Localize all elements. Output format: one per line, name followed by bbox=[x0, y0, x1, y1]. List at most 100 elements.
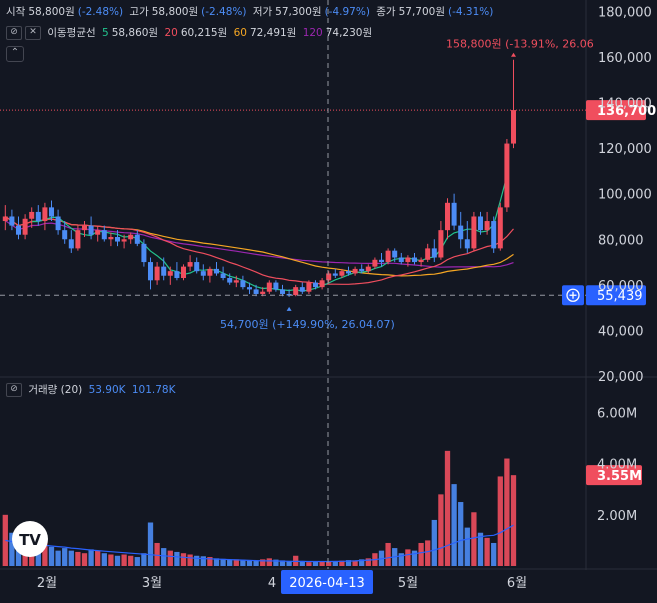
volume-bar bbox=[68, 550, 74, 566]
candle-body bbox=[154, 266, 160, 281]
volume-bar bbox=[88, 549, 94, 566]
candle-body bbox=[35, 211, 41, 222]
candle-body bbox=[62, 230, 68, 240]
collapse-legend-button[interactable]: ⌃ bbox=[6, 46, 24, 62]
candle-body bbox=[293, 287, 299, 296]
price-tick-label: 120,000 bbox=[598, 142, 652, 157]
close-value: 57,700원 bbox=[398, 6, 445, 18]
last-volume-label: 3.55M bbox=[597, 469, 642, 484]
candle-body bbox=[42, 207, 48, 222]
volume-bar bbox=[497, 476, 503, 566]
volume-bar bbox=[491, 542, 497, 566]
volume-bar bbox=[42, 542, 48, 566]
volume-bar bbox=[464, 527, 470, 566]
candle-body bbox=[147, 262, 154, 281]
volume-bar bbox=[147, 522, 154, 566]
candle-body bbox=[306, 282, 312, 292]
volume-bar bbox=[194, 555, 200, 566]
candle-body bbox=[68, 239, 74, 249]
volume-bar bbox=[134, 557, 140, 566]
volume-bar bbox=[200, 556, 206, 566]
candle-body bbox=[273, 282, 279, 290]
ohlc-legend: 시작 58,800원 (-2.48%) 고가 58,800원 (-2.48%) 저가 57… bbox=[6, 4, 496, 19]
volume-hide-icon[interactable]: ⊘ bbox=[6, 383, 22, 397]
volume-bar bbox=[458, 502, 464, 566]
volume-bar bbox=[48, 546, 55, 566]
volume-bar bbox=[312, 561, 319, 566]
close-indicator-icon[interactable]: ✕ bbox=[25, 26, 41, 40]
volume-legend[interactable]: ⊘ 거래량 (20) 53.90K 101.78K bbox=[6, 382, 179, 397]
volume-bar bbox=[75, 551, 81, 566]
candle-body bbox=[167, 271, 173, 276]
volume-bar bbox=[227, 559, 233, 566]
candle-body bbox=[405, 257, 411, 263]
volume-bar bbox=[141, 553, 147, 566]
volume-bar bbox=[398, 553, 404, 566]
volume-bar bbox=[352, 560, 358, 566]
volume-bar bbox=[167, 550, 173, 566]
candle-body bbox=[95, 230, 101, 235]
crosshair-price-badge bbox=[586, 285, 646, 306]
volume-bar bbox=[510, 475, 517, 566]
candle-body bbox=[227, 278, 233, 283]
logo-circle bbox=[12, 521, 48, 557]
volume-pane bbox=[2, 450, 517, 566]
crosshair-price-label: 55,439 bbox=[597, 289, 643, 304]
volume-bar bbox=[95, 550, 101, 566]
candle-body bbox=[458, 225, 464, 240]
candle-body bbox=[378, 259, 385, 263]
time-tick-label: 5월 bbox=[398, 576, 418, 591]
price-tick-label: 60,000 bbox=[598, 279, 644, 294]
candle-body bbox=[431, 248, 437, 258]
high-marker-icon bbox=[511, 52, 516, 57]
candle-body bbox=[438, 230, 444, 258]
candle-body bbox=[385, 250, 391, 263]
ma-legend[interactable]: ⊘ ✕ 이동평균선 5 58,860원 20 60,215원 60 72,491원 12… bbox=[6, 25, 375, 40]
candle-body bbox=[398, 257, 404, 263]
candle-body bbox=[114, 236, 121, 242]
last-price-label: 136,700 bbox=[597, 104, 656, 119]
price-tick-label: 80,000 bbox=[598, 233, 644, 248]
volume-bar bbox=[240, 559, 246, 566]
volume-bar bbox=[477, 532, 484, 566]
hide-indicator-icon[interactable]: ⊘ bbox=[6, 26, 22, 40]
candle-body bbox=[491, 221, 497, 249]
volume-bar bbox=[425, 540, 431, 566]
volume-bar bbox=[174, 551, 180, 566]
ma120-period: 120 bbox=[302, 27, 323, 39]
candle-body bbox=[299, 287, 305, 292]
candle-body bbox=[121, 239, 127, 242]
price-tick-label: 20,000 bbox=[598, 370, 644, 385]
low-value: 57,300원 bbox=[275, 6, 322, 18]
candle-body bbox=[497, 207, 503, 249]
candle-body bbox=[240, 280, 246, 288]
volume-bar bbox=[405, 549, 411, 566]
candle-body bbox=[207, 268, 213, 276]
candle-body bbox=[372, 259, 378, 267]
volume-bar bbox=[279, 560, 286, 566]
volume-bar bbox=[365, 558, 371, 566]
add-alert-button[interactable] bbox=[562, 285, 584, 306]
candle-body bbox=[108, 236, 114, 240]
ma60-value: 72,491원 bbox=[249, 27, 297, 39]
close-label: 종가 bbox=[376, 6, 396, 18]
candle-body bbox=[81, 225, 88, 231]
volume-bar bbox=[213, 558, 220, 566]
candle-body bbox=[319, 280, 325, 288]
volume-bar bbox=[332, 561, 338, 566]
candle-body bbox=[451, 202, 457, 226]
volume-bar bbox=[299, 560, 305, 566]
volume-bar bbox=[385, 542, 391, 566]
volume-tick-label: 6.00M bbox=[597, 406, 637, 421]
candle-body bbox=[141, 243, 147, 263]
volume-bar bbox=[286, 560, 292, 566]
volume-bar bbox=[345, 560, 352, 566]
candle-body bbox=[425, 248, 431, 260]
ma5-period: 5 bbox=[102, 27, 109, 39]
candle-body bbox=[510, 110, 517, 144]
low-marker-icon bbox=[286, 306, 292, 311]
ma20-value: 60,215원 bbox=[180, 27, 228, 39]
price-tick-label: 100,000 bbox=[598, 188, 652, 203]
candle-body bbox=[504, 143, 510, 208]
